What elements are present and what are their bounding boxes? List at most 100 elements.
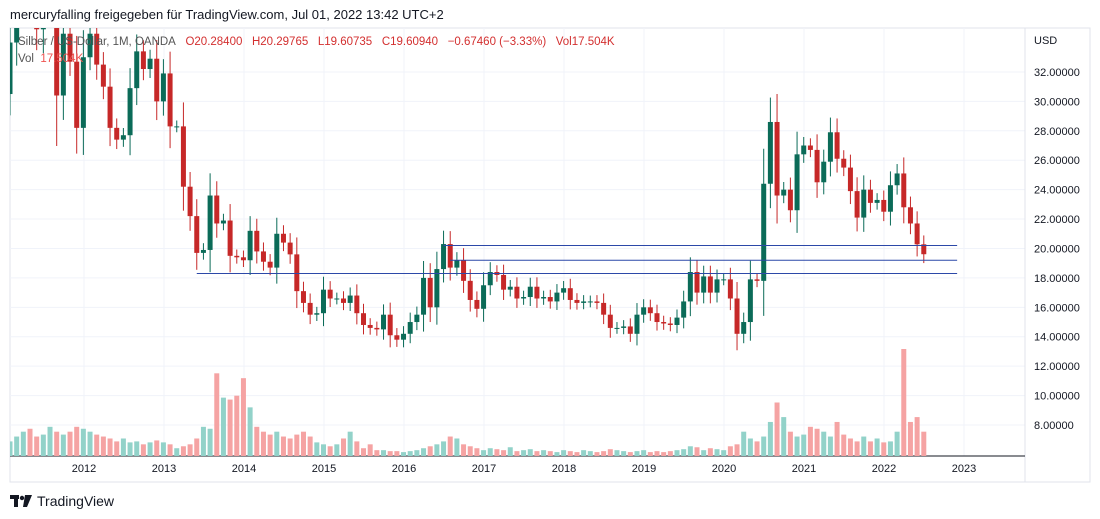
candle-body <box>721 279 727 281</box>
candle-body <box>541 297 547 299</box>
volume-bar <box>707 448 713 456</box>
candle-body <box>107 86 113 128</box>
candle-body <box>861 189 867 218</box>
candle-body <box>320 289 326 314</box>
volume-bar <box>894 431 900 456</box>
time-tick-label: 2020 <box>712 463 736 475</box>
candle-body <box>401 333 407 340</box>
volume-bar <box>361 448 367 456</box>
volume-bar <box>381 450 387 456</box>
time-tick-label: 2021 <box>792 463 816 475</box>
volume-bar <box>441 441 447 456</box>
candle-body <box>621 326 627 328</box>
candle-body <box>614 327 620 329</box>
candle-body <box>140 51 146 70</box>
candle-body <box>474 299 480 309</box>
volume-bar <box>67 431 73 456</box>
volume-bar <box>427 446 433 456</box>
candle-body <box>514 286 520 299</box>
candle-body <box>10 42 13 95</box>
volume-bar <box>341 438 346 456</box>
volume-bar <box>300 431 306 456</box>
volume-bar <box>667 451 673 456</box>
volume-bar <box>107 438 113 456</box>
volume-bar <box>767 421 773 456</box>
candle-body <box>287 242 293 255</box>
volume-bar <box>407 451 413 456</box>
candle-body <box>447 244 453 268</box>
volume-bar <box>647 452 653 456</box>
symbol-name[interactable]: Silber / US-Dollar, 1M, OANDA <box>18 36 176 48</box>
candle-body <box>714 279 720 293</box>
brand-name: TradingView <box>37 493 115 509</box>
price-tick-label: 10.00000 <box>1034 391 1080 403</box>
volume-bar <box>307 436 313 456</box>
volume-bar <box>347 431 353 456</box>
candle-body <box>274 233 280 268</box>
tradingview-logo[interactable]: TradingView <box>10 493 114 509</box>
volume-label[interactable]: Vol <box>18 53 34 65</box>
candle-body <box>487 272 493 286</box>
candle-body <box>134 51 140 89</box>
volume-bar <box>714 449 720 456</box>
candle-body <box>901 173 907 208</box>
volume-bar <box>467 446 473 456</box>
candle-body <box>654 313 660 323</box>
volume-bar <box>240 378 246 456</box>
volume-bar <box>74 426 80 456</box>
candle-body <box>821 161 827 183</box>
candle-body <box>354 295 360 314</box>
candle-body <box>814 149 820 183</box>
volume-bar <box>681 449 687 456</box>
volume-bar <box>227 399 233 456</box>
candle-body <box>260 251 266 262</box>
candle-body <box>594 301 600 303</box>
volume-bar <box>574 452 580 456</box>
volume-bar <box>781 417 787 456</box>
low-value: L19.60735 <box>317 36 373 48</box>
candle-body <box>801 145 807 155</box>
candle-body <box>781 189 787 196</box>
candle-body <box>434 269 440 308</box>
volume-bar <box>887 441 893 456</box>
volume-bar <box>260 431 266 456</box>
candle-body <box>527 286 533 298</box>
volume-bar <box>214 373 220 456</box>
volume-bar <box>100 436 106 456</box>
candle-body <box>427 277 433 308</box>
volume-bar <box>247 407 253 456</box>
close-value: C19.60940 <box>381 36 439 48</box>
candle-body <box>40 28 46 30</box>
candle-body <box>381 314 387 330</box>
candle-body <box>174 126 180 128</box>
volume-legend-value: 17.504K <box>40 53 84 65</box>
candle-body <box>87 33 93 58</box>
price-tick-label: 24.00000 <box>1034 185 1080 197</box>
candle-body <box>421 277 427 315</box>
candle-body <box>120 135 126 140</box>
volume-bar <box>20 431 26 456</box>
volume-bar <box>641 450 647 456</box>
candle-body <box>747 279 753 323</box>
volume-bar <box>447 436 453 456</box>
volume-bar <box>200 426 206 456</box>
volume-bar <box>587 451 593 456</box>
candle-body <box>160 73 166 102</box>
volume-legend: Vol 17.504K <box>18 53 83 65</box>
volume-bar <box>914 417 920 456</box>
candle-body <box>334 298 340 300</box>
volume-bar <box>434 444 440 456</box>
volume-bar <box>60 434 66 456</box>
candle-body <box>240 257 246 261</box>
volume-bar <box>474 448 480 456</box>
candle-body <box>227 220 233 256</box>
price-tick-label: 32.00000 <box>1034 67 1080 79</box>
volume-bar <box>521 450 527 456</box>
volume-bar <box>487 448 493 456</box>
volume-bar <box>527 449 533 456</box>
candle-body <box>481 285 487 309</box>
price-tick-label: 12.00000 <box>1034 361 1080 373</box>
candle-body <box>180 126 186 187</box>
candle-body <box>14 28 20 43</box>
